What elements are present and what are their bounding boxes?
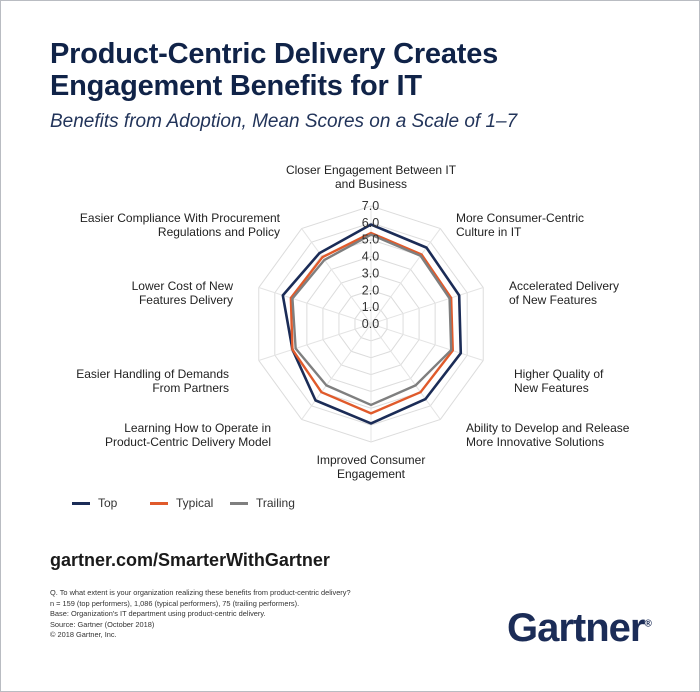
axis-label-2-line-1: More Consumer-Centric: [456, 211, 584, 225]
chart-subtitle: Benefits from Adoption, Mean Scores on a…: [50, 111, 518, 132]
footnote-copyright: © 2018 Gartner, Inc.: [50, 630, 117, 639]
axis-label-5-line-2: More Innovative Solutions: [466, 435, 604, 449]
axis-label-1-line-1: Closer Engagement Between IT: [286, 163, 457, 177]
axis-label-5-line-1: Ability to Develop and Release: [466, 421, 630, 435]
axis-label-7-line-1: Learning How to Operate in: [124, 421, 271, 435]
title-line-1: Product-Centric Delivery Creates: [50, 38, 499, 70]
legend-item-trailing: Trailing: [230, 496, 295, 510]
scale-tick-1: 1.0: [362, 300, 379, 314]
gartner-logo: Gartner®: [507, 606, 652, 651]
scale-tick-0: 0.0: [362, 317, 379, 331]
grid-spoke-7: [301, 323, 372, 420]
legend-label-typical: Typical: [176, 496, 214, 510]
grid-spoke-5: [370, 323, 441, 420]
legend-swatch-top: [72, 502, 90, 506]
grid-spoke-3: [370, 287, 484, 325]
legend-item-typical: Typical: [150, 496, 213, 510]
axis-label-9-line-2: Features Delivery: [139, 293, 233, 307]
grid-spoke-9: [258, 287, 372, 325]
radar-chart: 0.0 1.0 2.0 3.0 4.0 5.0 6.0 7.0 Closer Engagemen…: [76, 163, 630, 481]
axis-label-7-line-2: Product-Centric Delivery Model: [105, 435, 271, 449]
axis-label-2-line-2: Culture in IT: [456, 225, 522, 239]
scale-tick-5: 5.0: [362, 233, 379, 247]
title-line-2: Engagement Benefits for IT: [50, 70, 422, 102]
legend-item-top: Top: [72, 496, 117, 510]
scale-tick-6: 6.0: [362, 216, 379, 230]
legend-label-top: Top: [98, 496, 118, 510]
axis-label-10-line-1: Easier Compliance With Procurement: [80, 211, 281, 225]
legend-label-trailing: Trailing: [256, 496, 295, 510]
series-line-typical: [289, 231, 454, 415]
series-line-trailing: [291, 233, 453, 407]
chart-title: Product-Centric Delivery Creates Engagem…: [50, 38, 610, 102]
footnote-source: Source: Gartner (October 2018): [50, 619, 155, 629]
axis-label-6-line-2: Engagement: [337, 467, 406, 481]
scale-tick-2: 2.0: [362, 283, 379, 297]
series-line-top: [281, 223, 463, 425]
axis-label-10-line-2: Regulations and Policy: [158, 225, 280, 239]
grid-spoke-10: [301, 228, 372, 325]
scale-tick-7: 7.0: [362, 199, 379, 213]
axis-label-6-line-1: Improved Consumer: [317, 453, 426, 467]
axis-label-8-line-2: From Partners: [152, 381, 229, 395]
scale-tick-4: 4.0: [362, 250, 379, 264]
axis-label-4-line-1: Higher Quality of: [514, 367, 604, 381]
axis-label-8-line-1: Easier Handling of Demands: [76, 367, 229, 381]
legend-swatch-trailing: [230, 502, 248, 506]
grid-spoke-4: [370, 323, 484, 361]
axis-label-4-line-2: New Features: [514, 381, 589, 395]
scale-tick-3: 3.0: [362, 266, 379, 280]
axis-label-3-line-2: of New Features: [509, 293, 597, 307]
logo-registered-mark: ®: [644, 618, 652, 630]
axis-label-1-line-2: and Business: [335, 177, 407, 191]
footnote-question: Q. To what extent is your organization r…: [50, 588, 351, 597]
site-url: gartner.com/SmarterWithGartner: [50, 550, 330, 570]
footnotes: Q. To what extent is your organization r…: [50, 588, 351, 641]
legend-swatch-typical: [150, 502, 168, 506]
grid-spoke-2: [370, 228, 441, 325]
axis-label-3-line-1: Accelerated Delivery: [509, 279, 619, 293]
footnote-sample: n = 159 (top performers), 1,086 (typical…: [50, 598, 300, 608]
axis-label-9-line-1: Lower Cost of New: [132, 279, 234, 293]
logo-text: Gartner: [507, 606, 645, 650]
footnote-base: Base: Organization's IT department using…: [50, 609, 266, 618]
grid-spoke-8: [258, 323, 372, 361]
